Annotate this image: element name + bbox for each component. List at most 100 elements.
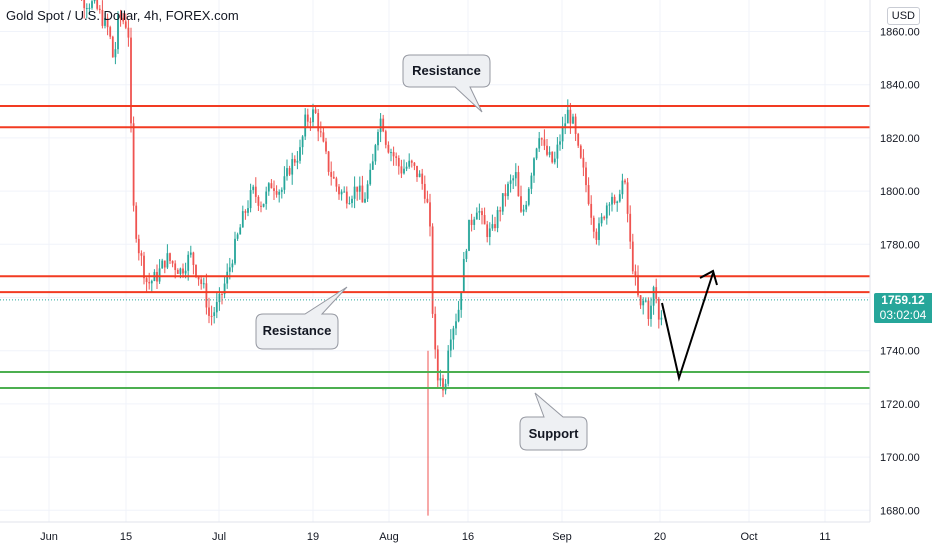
- candle: [140, 250, 143, 266]
- candle: [358, 176, 361, 200]
- candle: [608, 202, 611, 216]
- candle: [587, 177, 590, 206]
- candle: [127, 19, 130, 47]
- candle: [642, 297, 645, 315]
- candle: [208, 297, 210, 324]
- candle: [421, 168, 424, 190]
- candle: [522, 204, 525, 216]
- time-tick-label: Aug: [379, 531, 399, 543]
- candle: [296, 151, 299, 170]
- candle: [387, 141, 390, 154]
- candle: [590, 195, 593, 225]
- candle: [291, 152, 294, 185]
- candle: [231, 259, 234, 273]
- candle: [530, 172, 533, 195]
- candle: [585, 161, 587, 193]
- candle: [390, 148, 392, 162]
- candle: [200, 275, 203, 290]
- candle: [338, 184, 340, 200]
- candle: [605, 202, 608, 225]
- candle: [353, 176, 356, 209]
- candle: [546, 139, 548, 157]
- candle: [330, 161, 333, 186]
- candle: [618, 189, 621, 203]
- candle: [447, 345, 450, 387]
- candle: [340, 189, 343, 201]
- candle: [293, 155, 296, 166]
- candle: [533, 157, 535, 183]
- support-callout[interactable]: [519, 392, 588, 451]
- candle: [577, 132, 580, 148]
- candle: [254, 177, 257, 203]
- candle: [145, 277, 148, 293]
- candle: [111, 35, 114, 58]
- price-axis[interactable]: 1860.00 1840.00 1820.00 1800.00 1780.00 1740.…: [869, 0, 920, 522]
- candle: [327, 150, 330, 176]
- candle: [556, 137, 559, 168]
- resistance-top-callout[interactable]: [402, 54, 491, 113]
- candle: [317, 108, 320, 142]
- candle: [124, 13, 127, 30]
- candle: [525, 200, 528, 213]
- candle: [135, 202, 138, 243]
- candle: [475, 207, 478, 220]
- chart-title: Gold Spot / U.S. Dollar, 4h, FOREX.com: [6, 8, 239, 23]
- candle: [434, 306, 437, 359]
- candle: [566, 99, 569, 124]
- candle: [319, 121, 322, 138]
- candle: [205, 273, 208, 315]
- candle: [98, 5, 101, 14]
- candle: [286, 159, 288, 181]
- candle: [371, 153, 374, 170]
- candle: [382, 114, 385, 133]
- candle: [652, 285, 655, 315]
- candle: [423, 175, 426, 204]
- candle: [520, 185, 522, 213]
- candles-layer: [81, 0, 663, 516]
- candle: [348, 196, 351, 205]
- candle: [130, 27, 132, 133]
- price-tick-label: 1860.00: [880, 27, 920, 39]
- candle: [384, 129, 387, 149]
- candle: [322, 127, 325, 143]
- candle: [551, 151, 554, 164]
- currency-button[interactable]: USD: [886, 7, 920, 25]
- candle: [408, 153, 411, 169]
- time-tick-label: 19: [307, 531, 319, 543]
- candle: [189, 245, 192, 258]
- candle: [252, 184, 255, 194]
- candle: [93, 0, 96, 4]
- candle: [564, 114, 567, 135]
- candle: [624, 178, 626, 185]
- candle: [540, 137, 543, 146]
- candle: [270, 179, 273, 189]
- candle: [449, 329, 452, 358]
- candle: [569, 102, 572, 134]
- price-tick-label: 1700.00: [880, 452, 920, 464]
- candle: [572, 113, 574, 125]
- price-tick-label: 1740.00: [880, 346, 920, 358]
- projection-arrow[interactable]: [661, 269, 718, 382]
- candle: [639, 294, 642, 309]
- candle: [457, 300, 460, 323]
- time-tick-label: Jul: [212, 531, 226, 543]
- candle: [335, 176, 338, 192]
- time-axis[interactable]: Jun 15 Jul 19 Aug 16 Sep 20 Oct 11: [0, 521, 870, 543]
- candle: [312, 103, 314, 128]
- candle: [481, 207, 483, 225]
- candle: [247, 200, 249, 217]
- current-price-value: 1759.12: [881, 293, 925, 307]
- candle: [366, 180, 369, 202]
- candle: [96, 0, 99, 11]
- candle: [548, 146, 551, 158]
- resistance-mid-callout[interactable]: [255, 286, 348, 350]
- candle: [197, 275, 200, 286]
- candle: [527, 187, 530, 207]
- candle: [223, 276, 226, 299]
- candle: [413, 162, 416, 171]
- candle: [650, 297, 652, 327]
- resistance-mid-label: Resistance: [262, 323, 332, 338]
- candle: [403, 159, 405, 175]
- candle: [416, 165, 418, 182]
